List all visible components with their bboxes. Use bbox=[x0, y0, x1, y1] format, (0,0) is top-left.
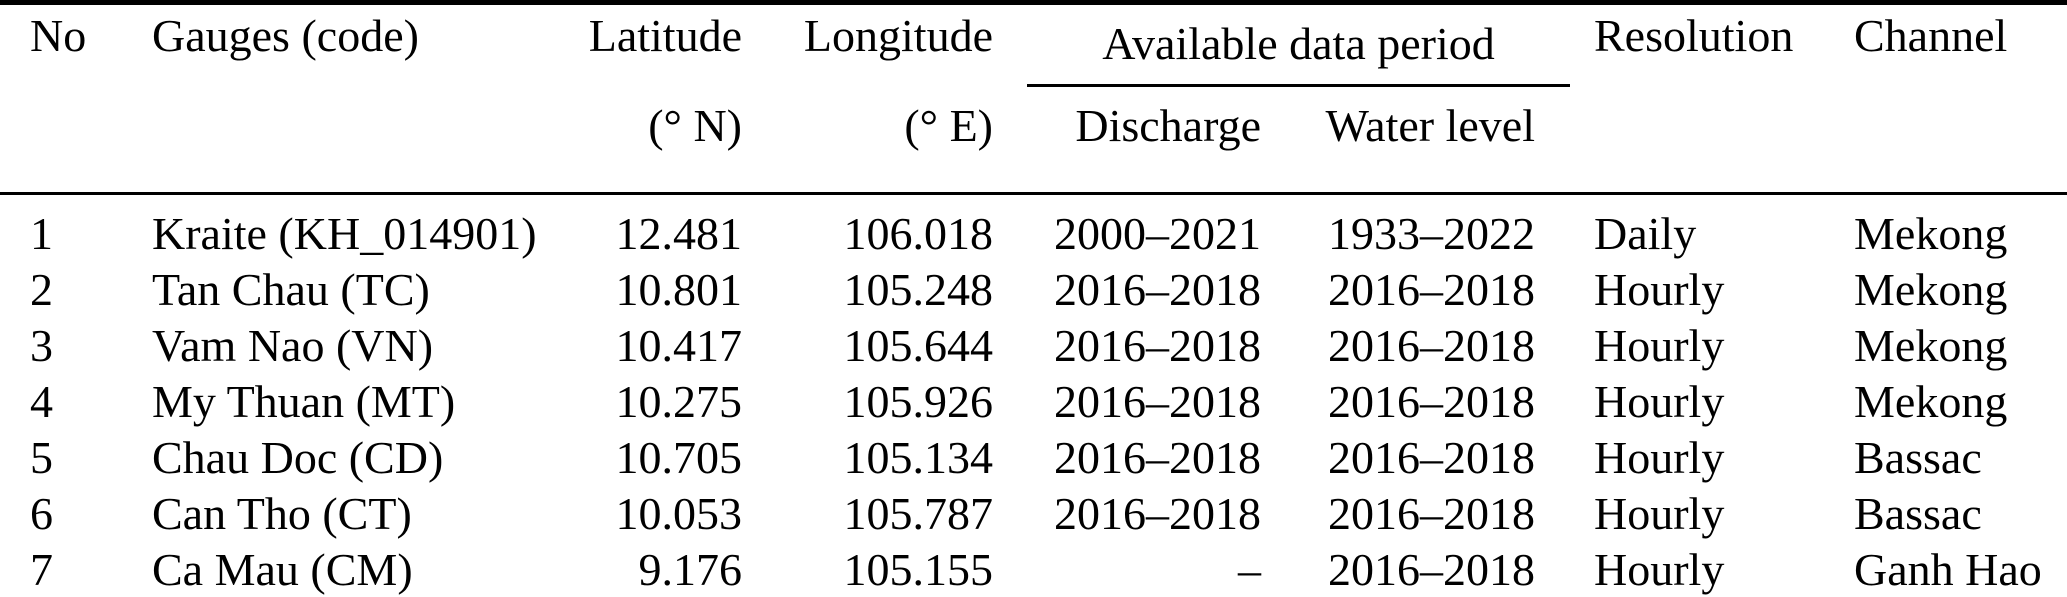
cell-latitude: 9.176 bbox=[638, 544, 743, 595]
cell-resolution: Hourly bbox=[1594, 320, 1725, 371]
cell-gauge: My Thuan (MT) bbox=[152, 376, 456, 427]
header-spacer bbox=[140, 87, 570, 195]
cell-no: 4 bbox=[30, 376, 53, 427]
cell-water-level-period: 2016–2018 bbox=[1328, 432, 1535, 483]
cell-no: 7 bbox=[30, 544, 53, 595]
cell-longitude: 105.155 bbox=[843, 544, 994, 595]
header-spacer bbox=[1842, 87, 2067, 195]
header-row-1: No Gauges (code) Latitude Longitude Avai… bbox=[0, 3, 2067, 87]
cell-discharge-period: 2016–2018 bbox=[1054, 488, 1261, 539]
table-row: 4 My Thuan (MT) 10.275 105.926 2016–2018… bbox=[0, 374, 2067, 430]
cell-no: 3 bbox=[30, 320, 53, 371]
cell-latitude: 12.481 bbox=[615, 208, 743, 259]
cell-latitude: 10.053 bbox=[615, 488, 743, 539]
header-resolution: Resolution bbox=[1594, 10, 1794, 61]
header-water-level: Water level bbox=[1268, 87, 1572, 195]
cell-gauge: Chau Doc (CD) bbox=[152, 432, 444, 483]
header-gauges: Gauges (code) bbox=[152, 10, 419, 61]
cell-no: 6 bbox=[30, 488, 53, 539]
cell-resolution: Hourly bbox=[1594, 264, 1725, 315]
header-longitude-unit: (° E) bbox=[745, 87, 996, 195]
cell-discharge-period: 2000–2021 bbox=[1054, 208, 1261, 259]
table-row: 2 Tan Chau (TC) 10.801 105.248 2016–2018… bbox=[0, 262, 2067, 318]
cell-latitude: 10.801 bbox=[615, 264, 743, 315]
cell-no: 1 bbox=[30, 208, 53, 259]
cell-latitude: 10.705 bbox=[615, 432, 743, 483]
header-spacer bbox=[1572, 87, 1842, 195]
table-row: 3 Vam Nao (VN) 10.417 105.644 2016–2018 … bbox=[0, 318, 2067, 374]
cell-longitude: 105.787 bbox=[843, 488, 994, 539]
table-row: 1 Kraite (KH_014901) 12.481 106.018 2000… bbox=[0, 194, 2067, 263]
cell-channel: Ganh Hao bbox=[1854, 544, 2042, 595]
header-available-data-period: Available data period bbox=[996, 3, 1572, 87]
cell-water-level-period: 2016–2018 bbox=[1328, 320, 1535, 371]
cell-discharge-period: 2016–2018 bbox=[1054, 432, 1261, 483]
cell-longitude: 105.926 bbox=[843, 376, 994, 427]
cell-resolution: Hourly bbox=[1594, 432, 1725, 483]
header-longitude: Longitude bbox=[803, 10, 993, 61]
cell-discharge-period: – bbox=[1238, 544, 1261, 595]
table-body: 1 Kraite (KH_014901) 12.481 106.018 2000… bbox=[0, 194, 2067, 597]
header-discharge: Discharge bbox=[996, 87, 1268, 195]
cell-gauge: Can Tho (CT) bbox=[152, 488, 412, 539]
cell-resolution: Daily bbox=[1594, 208, 1697, 259]
cell-resolution: Hourly bbox=[1594, 488, 1725, 539]
cell-discharge-period: 2016–2018 bbox=[1054, 376, 1261, 427]
cell-gauge: Ca Mau (CM) bbox=[152, 544, 413, 595]
cell-no: 2 bbox=[30, 264, 53, 315]
header-spacer bbox=[0, 87, 140, 195]
cell-water-level-period: 2016–2018 bbox=[1328, 264, 1535, 315]
header-latitude-unit: (° N) bbox=[570, 87, 745, 195]
cell-water-level-period: 1933–2022 bbox=[1328, 208, 1535, 259]
cell-gauge: Vam Nao (VN) bbox=[152, 320, 434, 371]
table-row: 7 Ca Mau (CM) 9.176 105.155 – 2016–2018 … bbox=[0, 542, 2067, 597]
cell-water-level-period: 2016–2018 bbox=[1328, 376, 1535, 427]
cell-no: 5 bbox=[30, 432, 53, 483]
cell-channel: Mekong bbox=[1854, 264, 2008, 315]
table-header: No Gauges (code) Latitude Longitude Avai… bbox=[0, 3, 2067, 195]
cell-gauge: Kraite (KH_014901) bbox=[152, 208, 537, 259]
cell-water-level-period: 2016–2018 bbox=[1328, 544, 1535, 595]
cell-channel: Bassac bbox=[1854, 488, 1982, 539]
header-no: No bbox=[30, 10, 87, 61]
cell-longitude: 105.248 bbox=[843, 264, 994, 315]
available-data-period-rule: Available data period bbox=[1027, 13, 1570, 87]
cell-longitude: 106.018 bbox=[843, 208, 994, 259]
available-data-period-label: Available data period bbox=[1102, 18, 1495, 69]
cell-longitude: 105.134 bbox=[843, 432, 994, 483]
cell-gauge: Tan Chau (TC) bbox=[152, 264, 430, 315]
table-row: 5 Chau Doc (CD) 10.705 105.134 2016–2018… bbox=[0, 430, 2067, 486]
cell-water-level-period: 2016–2018 bbox=[1328, 488, 1535, 539]
cell-channel: Mekong bbox=[1854, 376, 2008, 427]
cell-resolution: Hourly bbox=[1594, 376, 1725, 427]
cell-discharge-period: 2016–2018 bbox=[1054, 320, 1261, 371]
cell-channel: Mekong bbox=[1854, 320, 2008, 371]
header-channel: Channel bbox=[1854, 10, 2008, 61]
cell-channel: Mekong bbox=[1854, 208, 2008, 259]
cell-latitude: 10.417 bbox=[615, 320, 743, 371]
cell-resolution: Hourly bbox=[1594, 544, 1725, 595]
header-latitude: Latitude bbox=[588, 10, 742, 61]
cell-latitude: 10.275 bbox=[615, 376, 743, 427]
header-row-2: (° N) (° E) Discharge Water level bbox=[0, 87, 2067, 195]
table-row: 6 Can Tho (CT) 10.053 105.787 2016–2018 … bbox=[0, 486, 2067, 542]
cell-longitude: 105.644 bbox=[843, 320, 994, 371]
cell-channel: Bassac bbox=[1854, 432, 1982, 483]
cell-discharge-period: 2016–2018 bbox=[1054, 264, 1261, 315]
